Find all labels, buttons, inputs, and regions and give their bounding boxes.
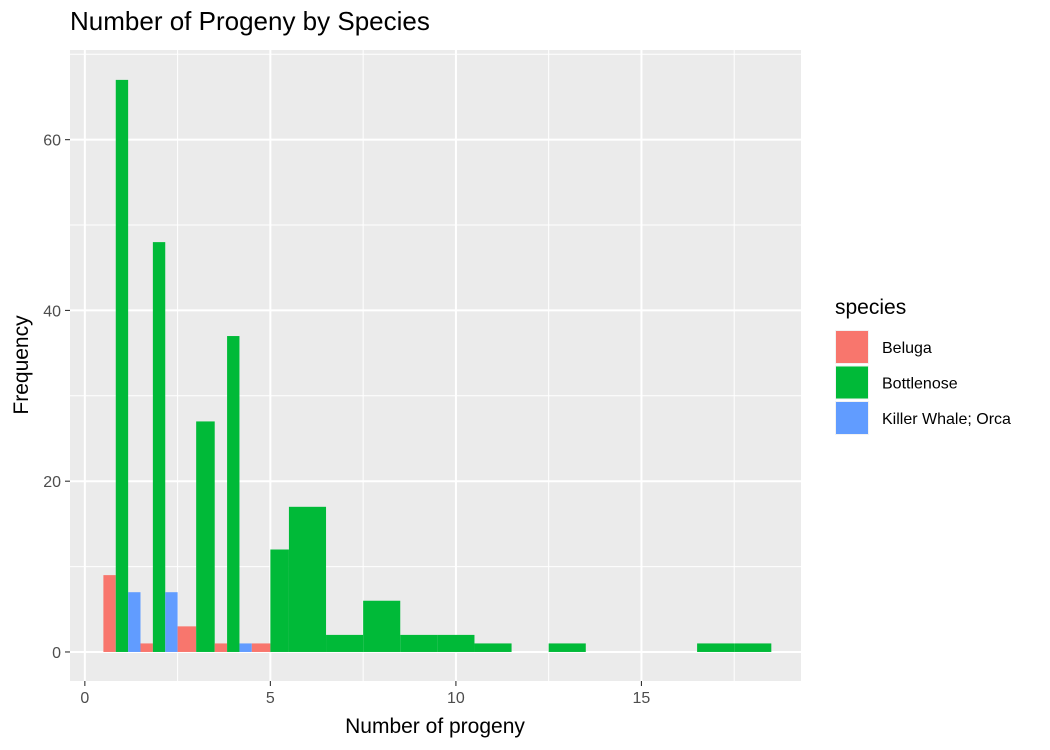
y-tick-label: 40 <box>43 303 61 320</box>
legend: species Beluga Bottlenose Killer Whale; Or… <box>835 296 1011 435</box>
legend-label: Killer Whale; Orca <box>882 411 1011 428</box>
bar-bottlenose <box>734 643 772 652</box>
plot-panel <box>70 50 801 681</box>
x-tick-label: 5 <box>266 690 275 707</box>
bar-bottlenose <box>115 79 129 652</box>
bar-killer-whale-orca <box>239 643 252 652</box>
bar-bottlenose <box>474 643 512 652</box>
y-tick-label: 60 <box>43 133 61 150</box>
x-tick-label: 10 <box>447 690 465 707</box>
bar-bottlenose <box>437 634 475 652</box>
legend-swatch <box>836 331 868 363</box>
bar-bottlenose <box>196 421 215 652</box>
bar-bottlenose <box>548 643 586 652</box>
bar-beluga <box>177 626 197 652</box>
bar-killer-whale-orca <box>128 592 141 652</box>
bar-beluga <box>214 643 228 652</box>
y-tick-label: 0 <box>52 645 61 662</box>
legend-title: species <box>835 296 906 319</box>
legend-swatch <box>836 366 868 399</box>
bar-bottlenose <box>697 643 735 652</box>
bar-beluga <box>251 643 271 652</box>
legend-swatch <box>836 402 868 434</box>
x-tick-label: 15 <box>633 690 651 707</box>
bar-bottlenose <box>326 634 364 652</box>
bar-bottlenose <box>270 549 289 652</box>
bars <box>103 79 772 652</box>
bar-bottlenose <box>227 336 240 652</box>
bar-bottlenose <box>152 242 166 652</box>
bar-beluga <box>103 575 116 652</box>
chart-title: Number of Progeny by Species <box>70 6 430 36</box>
x-tick-label: 0 <box>80 690 89 707</box>
x-axis: 0 5 10 15 <box>80 681 650 707</box>
minor-gridlines <box>70 50 801 681</box>
y-axis-title: Frequency <box>10 315 33 415</box>
y-axis: 0 20 40 60 <box>43 133 70 662</box>
bar-bottlenose <box>363 600 401 652</box>
bar-bottlenose <box>288 506 327 652</box>
legend-label: Beluga <box>882 340 932 357</box>
y-tick-label: 20 <box>43 474 61 491</box>
bar-beluga <box>140 643 153 652</box>
legend-label: Bottlenose <box>882 376 958 393</box>
bar-bottlenose <box>400 634 438 652</box>
bar-killer-whale-orca <box>165 592 178 652</box>
x-axis-title: Number of progeny <box>345 715 525 738</box>
